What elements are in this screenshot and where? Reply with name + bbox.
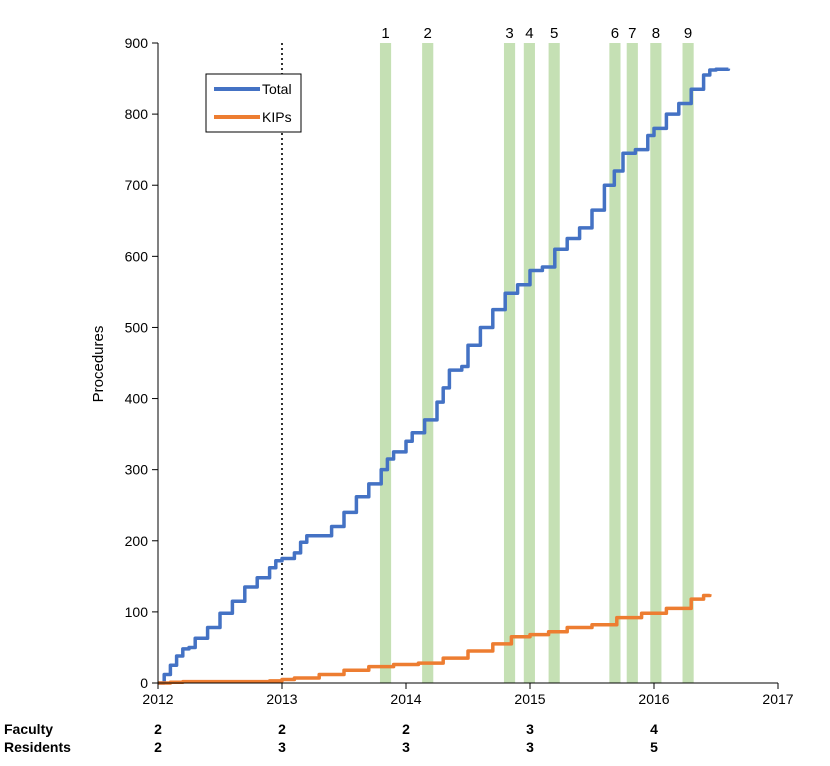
staff-residents-value-2012: 2 bbox=[154, 739, 162, 755]
series-line-total bbox=[158, 67, 731, 685]
staff-faculty-value-2013: 2 bbox=[278, 721, 286, 737]
series-line-kips bbox=[158, 593, 712, 685]
y-tick-label-300: 300 bbox=[125, 462, 149, 478]
y-tick-label-200: 200 bbox=[125, 533, 149, 549]
staff-residents-value-2013: 3 bbox=[278, 739, 286, 755]
y-tick-label-500: 500 bbox=[125, 319, 149, 335]
highlight-band-5 bbox=[548, 43, 560, 683]
y-axis-tick-labels: 0 100 200 300 400 500 600 700 800 900 bbox=[125, 35, 149, 691]
x-tick-label-2017: 2017 bbox=[762, 691, 793, 707]
staff-residents-value-2014: 3 bbox=[402, 739, 410, 755]
y-tick-label-100: 100 bbox=[125, 604, 149, 620]
y-tick-label-400: 400 bbox=[125, 391, 149, 407]
staff-residents-value-2015: 3 bbox=[526, 739, 534, 755]
staff-faculty-value-2012: 2 bbox=[154, 721, 162, 737]
highlight-band-label-5: 5 bbox=[550, 25, 558, 42]
highlight-band-label-6: 6 bbox=[611, 25, 619, 42]
x-tick-label-2016: 2016 bbox=[638, 691, 669, 707]
staffing-table: Faculty Residents 2 2 2 3 4 2 3 3 3 5 bbox=[4, 721, 658, 755]
staff-faculty-value-2016: 4 bbox=[650, 721, 658, 737]
axes bbox=[152, 42, 779, 689]
staff-faculty-value-2014: 2 bbox=[402, 721, 410, 737]
highlight-band-3 bbox=[503, 43, 516, 683]
highlight-band-7 bbox=[626, 43, 638, 683]
x-tick-label-2014: 2014 bbox=[390, 691, 421, 707]
highlight-band-label-2: 2 bbox=[424, 25, 432, 42]
highlight-bands bbox=[379, 43, 694, 683]
highlight-band-6 bbox=[609, 43, 621, 683]
y-tick-label-600: 600 bbox=[125, 248, 149, 264]
x-tick-label-2012: 2012 bbox=[142, 691, 173, 707]
y-tick-label-800: 800 bbox=[125, 106, 149, 122]
legend-label-kips: KIPs bbox=[262, 109, 292, 125]
highlight-band-label-8: 8 bbox=[652, 25, 660, 42]
highlight-band-8 bbox=[650, 43, 662, 683]
legend-box bbox=[205, 73, 302, 133]
highlight-band-label-1: 1 bbox=[381, 25, 389, 42]
x-tick-label-2015: 2015 bbox=[514, 691, 545, 707]
staff-row-label-faculty: Faculty bbox=[4, 721, 53, 737]
staff-row-label-residents: Residents bbox=[4, 739, 71, 755]
staff-faculty-value-2015: 3 bbox=[526, 721, 534, 737]
y-tick-label-700: 700 bbox=[125, 177, 149, 193]
y-tick-label-0: 0 bbox=[140, 675, 148, 691]
staff-residents-value-2016: 5 bbox=[650, 739, 658, 755]
legend: Total KIPs bbox=[205, 73, 302, 133]
highlight-band-1 bbox=[379, 43, 392, 683]
highlight-band-label-7: 7 bbox=[628, 25, 636, 42]
x-tick-label-2013: 2013 bbox=[266, 691, 297, 707]
highlight-band-label-3: 3 bbox=[505, 25, 513, 42]
y-tick-label-900: 900 bbox=[125, 35, 149, 51]
highlight-band-4 bbox=[523, 43, 535, 683]
legend-label-total: Total bbox=[262, 81, 292, 97]
highlight-band-2 bbox=[422, 43, 434, 683]
y-axis-title: Procedures bbox=[90, 326, 107, 403]
highlight-band-label-9: 9 bbox=[684, 25, 692, 42]
x-axis-tick-labels: 2012 2013 2014 2015 2016 2017 bbox=[142, 691, 793, 707]
highlight-band-9 bbox=[682, 43, 694, 683]
highlight-band-label-4: 4 bbox=[525, 25, 533, 42]
data-series bbox=[158, 67, 731, 685]
